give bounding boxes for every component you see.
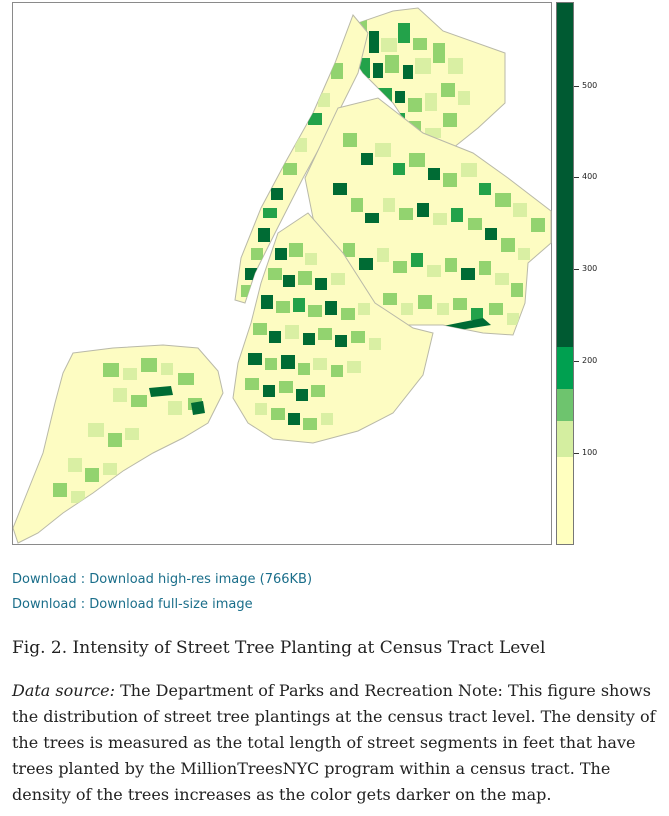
legend-tick [574, 269, 579, 270]
legend-tick-label: 100 [582, 448, 598, 457]
download-fullsize-link[interactable]: Download : Download full-size image [12, 597, 253, 612]
manhattan-tracts [241, 63, 343, 297]
legend-tick [574, 86, 579, 87]
legend-tick [574, 361, 579, 362]
brooklyn-tracts [245, 243, 381, 430]
figure-note: Data source: The Department of Parks and… [12, 678, 662, 808]
legend-band-light [557, 421, 573, 457]
legend-tick-label: 200 [582, 356, 598, 365]
nyc-census-tract-map [13, 7, 552, 544]
legend-tick [574, 453, 579, 454]
legend-band-mid [557, 389, 573, 421]
legend-band-base [557, 457, 573, 544]
figure-caption: Fig. 2. Intensity of Street Tree Plantin… [12, 638, 546, 658]
figure-note-text: The Department of Parks and Recreation N… [12, 681, 656, 804]
legend-band-bright [557, 347, 573, 389]
data-source-label: Data source: [12, 681, 116, 700]
legend-tick-label: 400 [582, 172, 598, 181]
legend-tick-label: 300 [582, 264, 598, 273]
bronx-tracts [353, 18, 470, 138]
legend-band-darkest [557, 3, 573, 347]
download-highres-link[interactable]: Download : Download high-res image (766K… [12, 572, 313, 587]
queens-tracts [333, 133, 545, 333]
map-panel [12, 2, 552, 545]
staten-island-tracts [53, 358, 205, 503]
legend-tick [574, 177, 579, 178]
legend-tick-label: 500 [582, 81, 598, 90]
color-scale-legend [556, 2, 574, 545]
